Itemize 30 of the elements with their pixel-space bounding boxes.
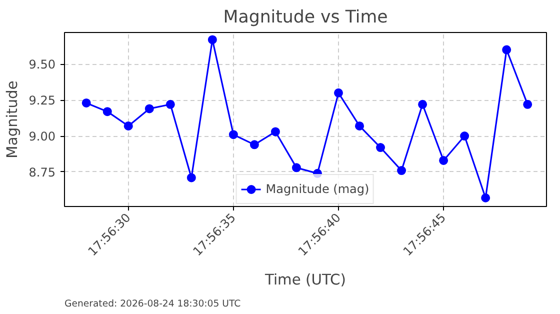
point [334,88,343,98]
point [292,163,301,172]
point [397,166,406,176]
point [418,100,428,109]
point [376,143,386,152]
point [228,130,238,140]
point [439,156,448,165]
point [208,35,217,44]
point [102,107,112,116]
y-tick-label: 9.25 [28,94,56,108]
legend-label: Magnitude (mag) [266,182,370,196]
x-axis-title: Time (UTC) [264,272,346,289]
y-tick-label: 9.00 [28,130,56,144]
point [355,121,364,130]
point [186,173,196,182]
point [250,140,259,150]
point [502,45,512,54]
point [82,98,91,108]
point [523,100,532,109]
point [270,127,280,136]
y-axis-title: Magnitude [4,80,21,158]
y-tick-label: 8.75 [28,165,56,180]
point [481,193,490,202]
point [460,132,470,141]
chart-title: Magnitude vs Time [223,8,388,28]
y-tick-label: 9.50 [28,58,56,72]
text: Generated: 2026-08-24 18:30:05 UTC [64,298,241,310]
point [166,100,175,109]
point [124,121,133,130]
point [144,104,154,114]
